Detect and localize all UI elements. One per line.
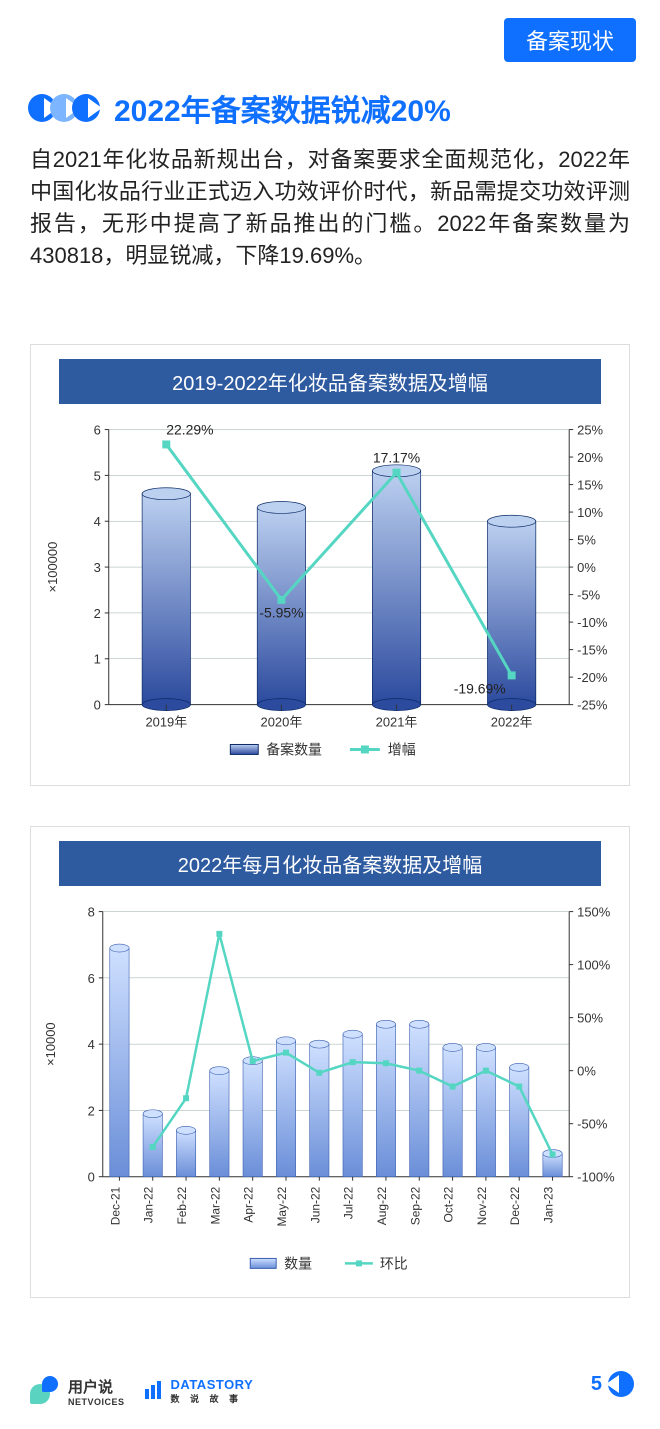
svg-text:20%: 20% — [577, 450, 603, 465]
chart1-svg: 0 1 2 3 4 5 6 -25% -20% -15% -10% -5% 0% 5% 10% 15% 20% 2… — [31, 405, 629, 775]
svg-text:×10000: ×10000 — [43, 1022, 58, 1066]
page-pac-icon — [608, 1371, 634, 1397]
svg-text:150%: 150% — [577, 905, 611, 920]
svg-text:0: 0 — [94, 698, 101, 713]
pacman-decor — [28, 94, 94, 122]
netvoices-brand: 用户说 NETVOICES — [30, 1376, 125, 1407]
svg-text:2019年: 2019年 — [145, 715, 187, 730]
svg-text:15%: 15% — [577, 478, 603, 493]
svg-text:0%: 0% — [577, 560, 596, 575]
svg-text:10%: 10% — [577, 505, 603, 520]
svg-text:100%: 100% — [577, 958, 611, 973]
svg-text:-5%: -5% — [577, 588, 601, 603]
svg-text:-19.69%: -19.69% — [454, 680, 506, 696]
datastory-en: DATASTORY — [171, 1377, 254, 1392]
svg-text:25%: 25% — [577, 423, 603, 438]
svg-text:8: 8 — [88, 905, 95, 920]
datastory-cn: 数 说 故 事 — [171, 1392, 254, 1405]
footer: 用户说 NETVOICES DATASTORY 数 说 故 事 5 — [0, 1371, 660, 1411]
netvoices-en: NETVOICES — [68, 1397, 125, 1407]
chart2-svg: 0 2 4 6 8 -100% -50% 0% 50% 100% 150% ×10000 Dec-21 J… — [31, 887, 629, 1287]
svg-text:2: 2 — [94, 606, 101, 621]
page-title: 2022年备案数据锐减20% — [114, 86, 451, 130]
svg-text:6: 6 — [94, 423, 101, 438]
svg-text:-25%: -25% — [577, 698, 608, 713]
netvoices-cn: 用户说 — [68, 1376, 125, 1397]
chart2-plot: 0 2 4 6 8 -100% -50% 0% 50% 100% 150% ×10000 Dec-21 J… — [31, 887, 629, 1287]
svg-text:2: 2 — [88, 1103, 95, 1118]
svg-text:Jan-22: Jan-22 — [142, 1186, 156, 1223]
svg-text:数量: 数量 — [284, 1255, 312, 1271]
svg-text:Dec-22: Dec-22 — [508, 1186, 522, 1225]
body-paragraph: 自2021年化妆品新规出台，对备案要求全面规范化，2022年中国化妆品行业正式迈… — [30, 144, 630, 272]
svg-text:5%: 5% — [577, 533, 596, 548]
svg-text:2022年: 2022年 — [491, 715, 533, 730]
svg-text:Apr-22: Apr-22 — [242, 1186, 256, 1222]
svg-text:Jan-23: Jan-23 — [542, 1186, 556, 1223]
section-tag: 备案现状 — [504, 18, 636, 62]
svg-text:-100%: -100% — [577, 1170, 615, 1185]
svg-text:-10%: -10% — [577, 615, 608, 630]
svg-text:1: 1 — [94, 652, 101, 667]
datastory-brand: DATASTORY 数 说 故 事 — [143, 1377, 254, 1405]
svg-text:-20%: -20% — [577, 670, 608, 685]
svg-text:环比: 环比 — [380, 1255, 408, 1271]
title-row: 2022年备案数据锐减20% — [28, 86, 632, 130]
svg-text:0: 0 — [88, 1170, 95, 1185]
svg-text:4: 4 — [88, 1037, 95, 1052]
chart1-panel: 2019-2022年化妆品备案数据及增幅 0 1 2 3 4 5 6 -25% -20% -15%… — [30, 344, 630, 786]
svg-text:4: 4 — [94, 514, 101, 529]
chart2-title: 2022年每月化妆品备案数据及增幅 — [59, 841, 601, 886]
svg-text:Jun-22: Jun-22 — [308, 1186, 322, 1223]
chart1-plot: 0 1 2 3 4 5 6 -25% -20% -15% -10% -5% 0% 5% 10% 15% 20% 2… — [31, 405, 629, 775]
svg-text:0%: 0% — [577, 1064, 596, 1079]
svg-text:Dec-21: Dec-21 — [108, 1186, 122, 1225]
svg-text:×100000: ×100000 — [45, 542, 60, 593]
chart2-panel: 2022年每月化妆品备案数据及增幅 0 2 4 6 8 -100% -50% 0% 50% 100… — [30, 826, 630, 1298]
svg-text:Feb-22: Feb-22 — [175, 1186, 189, 1224]
page-number: 5 — [591, 1371, 634, 1397]
svg-text:增幅: 增幅 — [388, 741, 416, 757]
svg-text:17.17%: 17.17% — [373, 450, 420, 466]
svg-text:Mar-22: Mar-22 — [208, 1186, 222, 1224]
svg-text:Sep-22: Sep-22 — [408, 1186, 422, 1225]
svg-text:备案数量: 备案数量 — [266, 741, 322, 757]
svg-text:22.29%: 22.29% — [166, 421, 213, 437]
svg-text:May-22: May-22 — [275, 1186, 289, 1226]
netvoices-icon — [30, 1376, 60, 1406]
svg-text:Oct-22: Oct-22 — [442, 1186, 456, 1222]
svg-text:-5.95%: -5.95% — [259, 605, 303, 621]
svg-text:2020年: 2020年 — [261, 715, 303, 730]
svg-text:50%: 50% — [577, 1011, 603, 1026]
datastory-icon — [143, 1381, 163, 1401]
svg-text:2021年: 2021年 — [376, 715, 418, 730]
pac-icon — [72, 94, 100, 122]
svg-text:Nov-22: Nov-22 — [475, 1186, 489, 1225]
svg-text:Aug-22: Aug-22 — [375, 1186, 389, 1225]
svg-text:3: 3 — [94, 560, 101, 575]
svg-text:5: 5 — [94, 468, 101, 483]
chart1-title: 2019-2022年化妆品备案数据及增幅 — [59, 359, 601, 404]
svg-text:-15%: -15% — [577, 643, 608, 658]
page-number-value: 5 — [591, 1373, 602, 1396]
svg-text:6: 6 — [88, 971, 95, 986]
svg-text:-50%: -50% — [577, 1117, 608, 1132]
svg-text:Jul-22: Jul-22 — [342, 1186, 356, 1219]
